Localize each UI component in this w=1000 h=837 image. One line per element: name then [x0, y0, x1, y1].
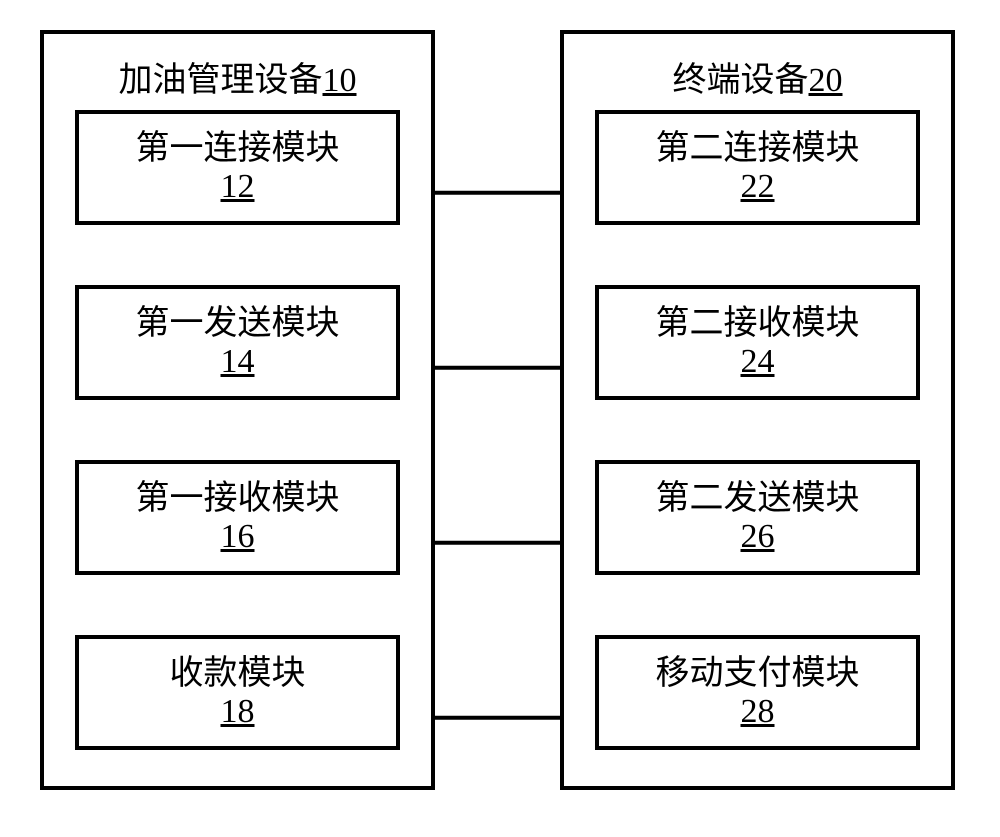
right-module-0-number: 22 — [741, 168, 775, 205]
left-module-3-label: 收款模块 — [170, 655, 306, 692]
right-module-1: 第二接收模块24 — [595, 285, 920, 400]
left-module-0-number: 12 — [221, 168, 255, 205]
right-module-1-label: 第二接收模块 — [656, 305, 860, 342]
left-device-title: 加油管理设备10 — [44, 52, 431, 101]
right-module-0-label: 第二连接模块 — [656, 130, 860, 167]
right-module-1-number: 24 — [741, 343, 775, 380]
right-module-0: 第二连接模块22 — [595, 110, 920, 225]
left-module-0-label: 第一连接模块 — [136, 130, 340, 167]
left-device-title-label: 加油管理设备 — [119, 62, 323, 99]
left-module-3: 收款模块18 — [75, 635, 400, 750]
right-module-2-number: 26 — [741, 518, 775, 555]
right-device-title-number: 20 — [809, 62, 843, 99]
left-module-0: 第一连接模块12 — [75, 110, 400, 225]
left-module-2: 第一接收模块16 — [75, 460, 400, 575]
left-module-1-number: 14 — [221, 343, 255, 380]
right-module-3-number: 28 — [741, 693, 775, 730]
right-device-title: 终端设备20 — [564, 52, 951, 101]
right-module-2: 第二发送模块26 — [595, 460, 920, 575]
left-module-2-label: 第一接收模块 — [136, 480, 340, 517]
right-module-3-label: 移动支付模块 — [656, 655, 860, 692]
left-module-1: 第一发送模块14 — [75, 285, 400, 400]
diagram-canvas: 加油管理设备10 终端设备20 第一连接模块12 第一发送模块14 第一接收模块16… — [0, 0, 1000, 837]
left-module-2-number: 16 — [221, 518, 255, 555]
right-device-title-label: 终端设备 — [673, 62, 809, 99]
left-module-1-label: 第一发送模块 — [136, 305, 340, 342]
left-module-3-number: 18 — [221, 693, 255, 730]
right-module-3: 移动支付模块28 — [595, 635, 920, 750]
left-device-title-number: 10 — [323, 62, 357, 99]
right-module-2-label: 第二发送模块 — [656, 480, 860, 517]
